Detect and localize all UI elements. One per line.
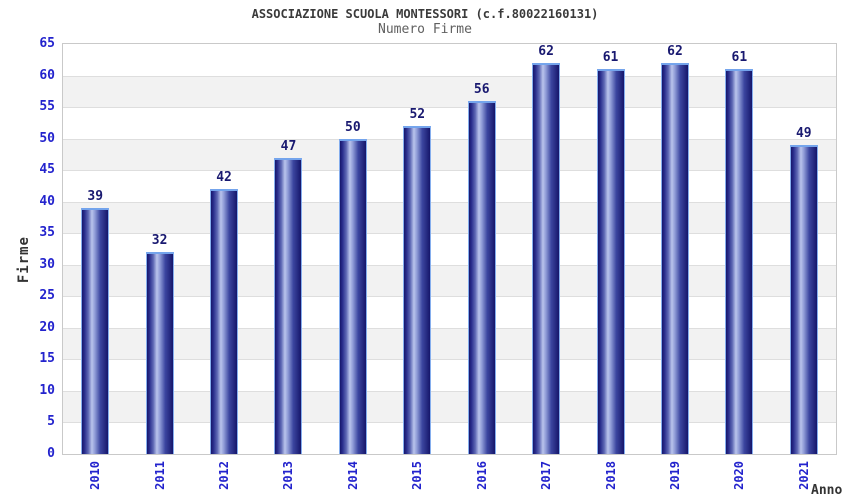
gridline — [63, 75, 836, 77]
bar-value-label: 50 — [345, 119, 361, 135]
x-tick-label: 2017 — [539, 461, 554, 490]
bar-2019 — [660, 62, 689, 454]
y-tick-label: 20 — [39, 319, 55, 335]
bar-value-label: 61 — [602, 50, 619, 66]
bar-value-label: 52 — [409, 107, 426, 122]
x-axis-title: Anno — [811, 483, 843, 498]
plot-area: 39 32 42 47 50 52 56 62 61 62 61 49 — [62, 43, 837, 455]
bar-value-label: 62 — [667, 43, 683, 59]
plot-band — [63, 296, 836, 328]
bar-value-label: 62 — [538, 43, 554, 59]
y-tick-label: 50 — [39, 130, 55, 146]
bar-value-label: 49 — [795, 125, 812, 141]
plot-band — [63, 201, 836, 234]
gridline — [63, 201, 836, 203]
gridline — [63, 264, 836, 266]
y-tick-label: 60 — [39, 67, 55, 83]
gridline — [63, 107, 836, 109]
x-tick-label: 2015 — [410, 461, 425, 490]
plot-band — [63, 264, 836, 297]
plot-band — [63, 359, 836, 391]
plot-band — [63, 422, 836, 454]
plot-band — [63, 170, 836, 202]
bar-2012 — [210, 189, 239, 454]
y-tick-label: 5 — [47, 414, 55, 430]
x-tick-label: 2021 — [796, 461, 811, 490]
x-tick-label: 2016 — [474, 461, 489, 490]
bar-2017 — [532, 62, 561, 454]
y-tick-label: 15 — [39, 351, 55, 367]
chart-title: ASSOCIAZIONE SCUOLA MONTESSORI (c.f.8002… — [251, 7, 599, 21]
bar-value-label: 42 — [216, 170, 232, 186]
plot-band — [63, 233, 836, 265]
gridline — [63, 233, 836, 235]
plot-band — [63, 107, 836, 139]
bar-value-label: 47 — [280, 138, 297, 154]
bar-2014 — [338, 138, 367, 454]
y-tick-label: 35 — [39, 225, 55, 241]
chart-subtitle: Numero Firme — [378, 22, 472, 37]
y-tick-label: 30 — [39, 256, 55, 272]
x-tick-label: 2018 — [603, 461, 618, 490]
bar-value-label: 32 — [151, 233, 168, 249]
bar-2011 — [145, 252, 174, 454]
y-tick-label: 25 — [39, 288, 55, 304]
bar-2013 — [274, 157, 303, 454]
plot-band — [63, 390, 836, 423]
y-tick-label: 0 — [47, 446, 55, 461]
bar-2016 — [467, 100, 496, 454]
gridline — [63, 170, 836, 172]
y-tick-label: 65 — [39, 36, 55, 51]
y-tick-label: 10 — [39, 382, 55, 398]
gridline — [63, 138, 836, 140]
bar-2020 — [725, 69, 754, 454]
gridline — [63, 422, 836, 424]
gridline — [63, 296, 836, 298]
bar-value-label: 61 — [731, 50, 748, 66]
plot-band — [63, 44, 836, 76]
bar-value-label: 39 — [87, 189, 104, 204]
plot-band — [63, 138, 836, 171]
x-tick-label: 2013 — [281, 461, 296, 490]
x-tick-label: 2010 — [88, 461, 103, 490]
x-tick-label: 2019 — [667, 461, 682, 490]
x-tick-label: 2020 — [732, 461, 747, 490]
bar-value-label: 56 — [473, 81, 490, 97]
plot-band — [63, 327, 836, 360]
y-tick-label: 45 — [39, 162, 55, 178]
x-tick-label: 2012 — [217, 461, 232, 490]
plot-band — [63, 75, 836, 108]
bar-2010 — [81, 208, 110, 454]
bar-2015 — [403, 126, 432, 454]
gridline — [63, 390, 836, 392]
gridline — [63, 327, 836, 329]
bar-2018 — [596, 69, 625, 454]
y-tick-label: 40 — [39, 193, 55, 209]
gridline — [63, 359, 836, 361]
x-tick-label: 2014 — [345, 461, 360, 490]
y-tick-label: 55 — [39, 99, 55, 115]
x-tick-label: 2011 — [152, 461, 167, 490]
y-axis-title: Firme — [16, 236, 32, 284]
bar-2021 — [789, 144, 818, 454]
